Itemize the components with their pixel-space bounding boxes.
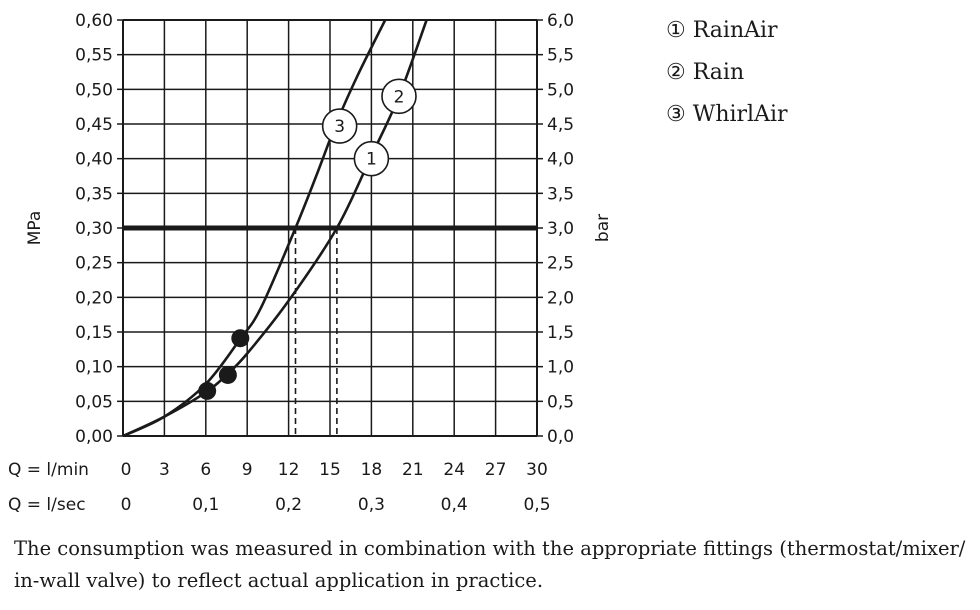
y-tick-label-left: 0,35 bbox=[75, 184, 113, 204]
axis-labels: 0,000,050,100,150,200,250,300,350,400,45… bbox=[8, 11, 613, 515]
curve-tag-circle bbox=[381, 78, 417, 115]
y-tick-label-left: 0,15 bbox=[75, 323, 113, 343]
y-tick-label-left: 0,40 bbox=[75, 150, 113, 170]
y-tick-label-left: 0,20 bbox=[75, 288, 113, 308]
x-tick-label-secondary: 0,3 bbox=[358, 495, 385, 515]
x-tick-label-primary: 27 bbox=[485, 460, 507, 480]
x-tick-label-secondary: 0,5 bbox=[523, 495, 550, 515]
curves bbox=[122, 19, 428, 438]
legend-entry: ③ WhirlAir bbox=[666, 102, 788, 127]
x-tick-label-secondary: 0 bbox=[121, 495, 132, 515]
y-axis-label-left: MPa bbox=[25, 211, 45, 246]
y-tick-label-right: 4,0 bbox=[547, 150, 574, 170]
x-tick-label-primary: 21 bbox=[402, 460, 424, 480]
chart-marks: 1 2 3 bbox=[198, 78, 417, 400]
x-tick-label-primary: 9 bbox=[242, 460, 253, 480]
data-point bbox=[231, 329, 250, 348]
y-tick-label-right: 6,0 bbox=[547, 11, 574, 31]
x-tick-label-primary: 18 bbox=[361, 460, 383, 480]
x-tick-label-primary: 15 bbox=[319, 460, 341, 480]
y-tick-label-right: 2,5 bbox=[547, 254, 574, 274]
y-tick-label-right: 3,0 bbox=[547, 219, 574, 239]
curve-tag-circle bbox=[321, 108, 358, 144]
y-tick-label-right: 3,5 bbox=[547, 184, 574, 204]
series-line-3 bbox=[122, 19, 387, 438]
series-line-1 bbox=[122, 19, 428, 438]
x-tick-label-secondary: 0,1 bbox=[192, 495, 219, 515]
y-tick-label-right: 0,5 bbox=[547, 392, 574, 412]
y-tick-label-right: 1,0 bbox=[547, 358, 574, 378]
x-tick-label-primary: 30 bbox=[526, 460, 548, 480]
legend: ① RainAir ② Rain ③ WhirlAir bbox=[666, 18, 788, 127]
x-tick-label-primary: 12 bbox=[278, 460, 300, 480]
y-tick-label-left: 0,60 bbox=[75, 11, 113, 31]
data-point bbox=[198, 381, 217, 400]
y-tick-label-right: 4,5 bbox=[547, 115, 574, 135]
y-tick-label-left: 0,05 bbox=[75, 392, 113, 412]
y-tick-label-right: 1,5 bbox=[547, 323, 574, 343]
data-point bbox=[218, 365, 237, 384]
y-tick-label-left: 0,10 bbox=[75, 358, 113, 378]
pressure-flow-chart: 123 0,000,050,100,150,200,250,300,350,40… bbox=[8, 11, 788, 515]
x-tick-label-secondary: 0,2 bbox=[275, 495, 302, 515]
y-tick-label-left: 0,25 bbox=[75, 254, 113, 274]
y-tick-label-left: 0,00 bbox=[75, 427, 113, 447]
y-tick-label-right: 0,0 bbox=[547, 427, 574, 447]
x-tick-label-primary: 6 bbox=[200, 460, 211, 480]
y-tick-label-left: 0,50 bbox=[75, 80, 113, 100]
x-tick-label-secondary: 0,4 bbox=[441, 495, 468, 515]
y-tick-label-right: 5,0 bbox=[547, 80, 574, 100]
y-tick-label-right: 2,0 bbox=[547, 288, 574, 308]
x-axis-label-secondary: Q = l/sec bbox=[8, 495, 86, 515]
footnote: The consumption was measured in combinat… bbox=[14, 537, 966, 592]
y-tick-label-right: 5,5 bbox=[547, 46, 574, 66]
y-axis-label-right: bar bbox=[593, 214, 613, 242]
curve-tag-label: 2 bbox=[394, 87, 405, 107]
curve-tag-label: 1 bbox=[366, 150, 377, 170]
legend-entry: ② Rain bbox=[666, 60, 744, 85]
x-axis-label-primary: Q = l/min bbox=[8, 460, 89, 480]
y-tick-label-left: 0,30 bbox=[75, 219, 113, 239]
grid bbox=[117, 19, 543, 437]
legend-entry: ① RainAir bbox=[666, 18, 778, 43]
x-tick-label-primary: 24 bbox=[443, 460, 465, 480]
y-tick-label-left: 0,45 bbox=[75, 115, 113, 135]
curve-tag-label: 3 bbox=[334, 117, 345, 137]
x-tick-label-primary: 0 bbox=[121, 460, 132, 480]
curve-tag-circle bbox=[353, 140, 390, 177]
x-tick-label-primary: 3 bbox=[159, 460, 170, 480]
y-tick-label-left: 0,55 bbox=[75, 46, 113, 66]
